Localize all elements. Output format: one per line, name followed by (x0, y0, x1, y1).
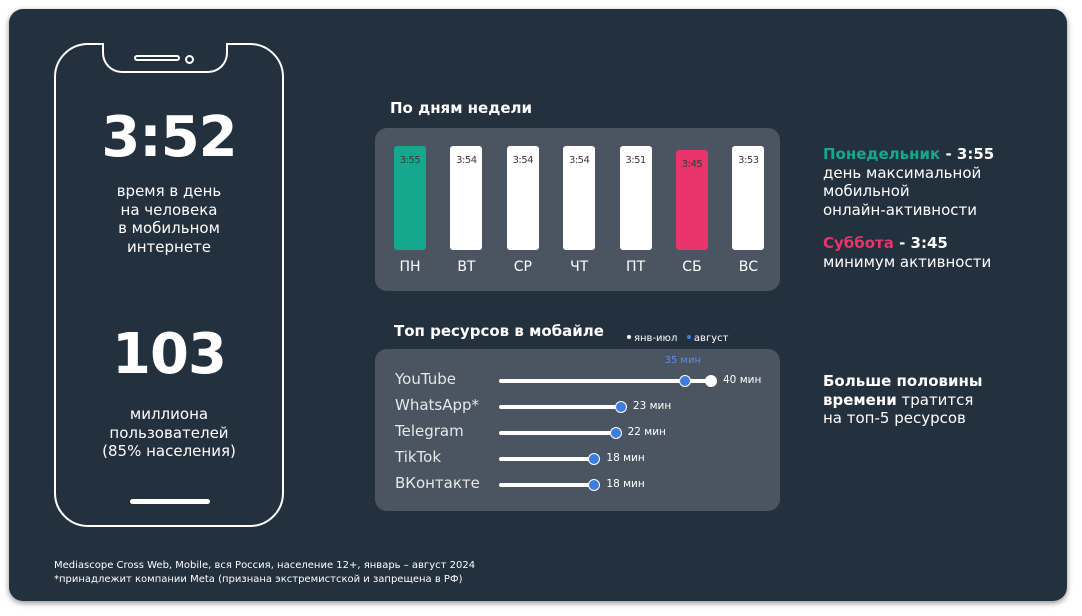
weekday-bar-value: 3:54 (456, 155, 477, 166)
saturday-value: 3:45 (910, 234, 948, 252)
monday-sep: - (940, 145, 957, 163)
weekday-bar-value: 3:54 (568, 155, 590, 166)
half-bold: времени (823, 390, 897, 409)
monday-note: Понедельник - 3:55 день максимальной моб… (823, 145, 994, 219)
resource-track (499, 405, 621, 409)
legend-prev-dot (627, 335, 631, 339)
resource-value: 22 мин (627, 426, 666, 438)
weekday-bar-value: 3:54 (512, 155, 534, 166)
resources-title: Топ ресурсов в мобайле (394, 322, 604, 340)
monday-value: 3:55 (956, 145, 995, 163)
saturday-label: Суббота (823, 234, 894, 252)
monday-line: мобильной (823, 182, 910, 200)
resource-marker (614, 401, 627, 413)
users-desc-line: миллиона (129, 405, 209, 423)
footer-note: *принадлежит компании Meta (признана экс… (54, 574, 463, 585)
weekday-bar: 3:45 (676, 150, 708, 250)
half-line: на топ-5 ресурсов (823, 409, 966, 427)
monday-label: Понедельник (823, 145, 941, 163)
resource-track (499, 457, 595, 461)
half-time-note: Больше половины времени тратится на топ-… (823, 372, 982, 428)
resource-marker (678, 375, 691, 387)
users-desc: миллиона пользователей (85% населения) (54, 405, 284, 461)
weekday-bar-value: 3:55 (399, 155, 421, 166)
users-desc-line: пользователей (109, 423, 229, 442)
resource-name: YouTube (395, 370, 456, 388)
resources-chart-panel: YouTube 35 мин 40 мин WhatsApp* 23 мин Telegr… (375, 349, 780, 511)
legend-current-dot (686, 335, 691, 339)
time-desc-line: в мобильном (118, 219, 220, 237)
weekday-bar: 3:54 (450, 146, 483, 250)
resource-name: WhatsApp* (395, 396, 480, 414)
resource-value: 40 мин (723, 374, 762, 386)
slide: 3:52 время в день на человека в мобильно… (9, 9, 1067, 601)
weekday-bar: 3:54 (506, 146, 539, 250)
resource-marker (588, 479, 601, 491)
phone-notch (102, 43, 228, 73)
resource-marker (588, 453, 601, 465)
speaker-icon (134, 55, 180, 61)
weekday-title: По дням недели (390, 99, 532, 117)
resource-name: TikTok (395, 448, 442, 466)
resource-value: 18 мин (606, 452, 645, 464)
weekday-label: ЧТ (570, 259, 589, 275)
legend-current-label: август (693, 333, 729, 344)
monday-line: онлайн-активности (823, 200, 978, 219)
weekday-bar: 3:53 (732, 146, 765, 250)
saturday-note: Суббота - 3:45 минимум активности (823, 234, 991, 271)
monday-line: день максимальной (823, 163, 982, 182)
users-desc-line: (85% населения) (102, 442, 236, 460)
resource-prev-label: 35 мин (664, 355, 701, 366)
weekday-bar: 3:54 (563, 146, 596, 250)
weekday-label: ПН (399, 259, 421, 275)
time-per-day-desc: время в день на человека в мобильном инт… (54, 182, 284, 256)
camera-icon (185, 55, 194, 64)
weekday-label: ВС (738, 259, 759, 275)
time-desc-line: время в день (116, 182, 222, 200)
weekday-label: ПТ (626, 259, 646, 275)
saturday-sep: - (893, 234, 911, 252)
weekday-label: ВТ (457, 259, 476, 275)
home-bar (130, 499, 210, 504)
time-per-day-value: 3:52 (101, 105, 237, 170)
resources-legend: янв-июл август (627, 333, 728, 344)
footer-source: Mediascope Cross Web, Mobile, вся Россия… (54, 560, 476, 571)
resource-value: 18 мин (606, 478, 645, 490)
weekday-bar: 3:55 (394, 146, 426, 250)
users-value: 103 (112, 322, 227, 387)
saturday-line: минимум активности (823, 252, 992, 271)
resource-track (499, 379, 711, 383)
weekday-bar-value: 3:45 (681, 159, 703, 170)
weekday-label: СР (513, 259, 532, 275)
time-desc-line: интернете (126, 237, 212, 256)
weekday-bar: 3:51 (619, 146, 652, 250)
resource-track (499, 483, 595, 487)
time-desc-line: на человека (120, 200, 218, 219)
legend-prev-label: янв-июл (634, 333, 678, 344)
resource-track (499, 431, 616, 435)
resource-name: Telegram (395, 422, 464, 440)
half-line: Больше половины (823, 372, 983, 390)
weekday-chart-panel: 3:55 ПН 3:54 ВТ 3:54 СР 3:54 ЧТ 3:51 ПТ 3:45 СБ 3:53… (375, 128, 780, 291)
resource-marker (609, 427, 622, 439)
resource-end-marker (705, 375, 717, 387)
resource-value: 23 мин (632, 400, 672, 412)
weekday-label: СБ (682, 259, 702, 275)
resource-name: ВКонтакте (395, 474, 480, 492)
weekday-bar-value: 3:51 (625, 155, 646, 166)
weekday-bar-value: 3:53 (738, 155, 759, 166)
half-rest: тратится (896, 390, 974, 409)
